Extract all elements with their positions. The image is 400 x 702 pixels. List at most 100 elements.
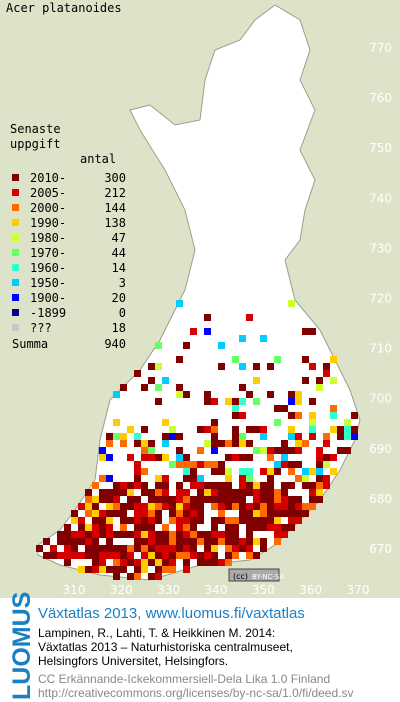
occurrence-square [204, 461, 211, 468]
occurrence-square [211, 398, 218, 405]
occurrence-square [323, 363, 330, 370]
occurrence-square [141, 552, 148, 559]
occurrence-square [155, 559, 162, 566]
badge-cc: (cc) [233, 572, 248, 581]
occurrence-square [106, 433, 113, 440]
occurrence-square [225, 475, 232, 482]
occurrence-square [239, 468, 246, 475]
legend-swatch [12, 279, 19, 286]
occurrence-square [148, 538, 155, 545]
occurrence-square [309, 496, 316, 503]
occurrence-square [246, 524, 253, 531]
x-tick-label: 330 [157, 583, 180, 597]
occurrence-square [260, 503, 267, 510]
legend-label: 2005- [30, 186, 66, 200]
occurrence-square [162, 454, 169, 461]
occurrence-square [183, 545, 190, 552]
occurrence-square [155, 538, 162, 545]
occurrence-square [141, 510, 148, 517]
citation: Lampinen, R., Lahti, T. & Heikkinen M. 2… [38, 626, 275, 640]
occurrence-square [155, 398, 162, 405]
occurrence-square [218, 342, 225, 349]
occurrence-square [267, 391, 274, 398]
occurrence-square [127, 552, 134, 559]
occurrence-square [162, 559, 169, 566]
occurrence-square [155, 531, 162, 538]
occurrence-square [239, 454, 246, 461]
occurrence-square [113, 503, 120, 510]
occurrence-square [232, 412, 239, 419]
occurrence-square [253, 489, 260, 496]
occurrence-square [225, 440, 232, 447]
occurrence-square [309, 482, 316, 489]
occurrence-square [302, 503, 309, 510]
occurrence-square [260, 426, 267, 433]
legend-label: 1960- [30, 261, 66, 275]
occurrence-square [246, 552, 253, 559]
occurrence-square [204, 440, 211, 447]
occurrence-square [127, 503, 134, 510]
occurrence-square [204, 489, 211, 496]
occurrence-square [218, 496, 225, 503]
occurrence-square [183, 489, 190, 496]
occurrence-square [148, 363, 155, 370]
occurrence-square [295, 517, 302, 524]
occurrence-square [85, 545, 92, 552]
occurrence-square [162, 489, 169, 496]
y-tick-label: 710 [369, 342, 392, 356]
occurrence-square [204, 314, 211, 321]
footer-link[interactable]: Växtatlas 2013, www.luomus.fi/vaxtatlas [38, 605, 305, 622]
y-tick-label: 700 [369, 392, 392, 406]
occurrence-square [351, 426, 358, 433]
occurrence-square [288, 496, 295, 503]
legend-swatch [12, 204, 19, 211]
occurrence-square [246, 391, 253, 398]
occurrence-square [85, 566, 92, 573]
y-tick-label: 720 [369, 292, 392, 306]
occurrence-square [141, 426, 148, 433]
occurrence-square [106, 454, 113, 461]
occurrence-square [267, 363, 274, 370]
occurrence-square [267, 468, 274, 475]
occurrence-square [232, 356, 239, 363]
occurrence-square [260, 489, 267, 496]
occurrence-square [267, 510, 274, 517]
occurrence-square [211, 503, 218, 510]
legend-count: 44 [112, 246, 126, 260]
occurrence-square [302, 440, 309, 447]
x-tick-label: 360 [299, 583, 322, 597]
occurrence-square [246, 517, 253, 524]
occurrence-square [92, 552, 99, 559]
occurrence-square [169, 496, 176, 503]
occurrence-square [246, 440, 253, 447]
occurrence-square [106, 475, 113, 482]
occurrence-square [148, 447, 155, 454]
occurrence-square [218, 468, 225, 475]
occurrence-square [211, 426, 218, 433]
occurrence-square [225, 489, 232, 496]
occurrence-square [239, 503, 246, 510]
y-tick-label: 750 [369, 141, 392, 155]
legend-label: ??? [30, 321, 52, 335]
license-url[interactable]: http://creativecommons.org/licenses/by-n… [38, 686, 353, 700]
occurrence-square [204, 552, 211, 559]
occurrence-square [197, 510, 204, 517]
occurrence-square [197, 531, 204, 538]
occurrence-square [225, 517, 232, 524]
occurrence-square [106, 545, 113, 552]
occurrence-square [183, 496, 190, 503]
occurrence-square [260, 447, 267, 454]
occurrence-square [232, 524, 239, 531]
legend-label: 1970- [30, 246, 66, 260]
occurrence-square [239, 475, 246, 482]
legend-swatch [12, 234, 19, 241]
map [36, 4, 361, 581]
legend-label: 1950- [30, 276, 66, 290]
occurrence-square [141, 524, 148, 531]
legend-heading: Senaste [10, 122, 61, 136]
occurrence-square [232, 426, 239, 433]
legend-label: 2000- [30, 201, 66, 215]
occurrence-square [302, 510, 309, 517]
occurrence-square [218, 503, 225, 510]
occurrence-square [141, 503, 148, 510]
